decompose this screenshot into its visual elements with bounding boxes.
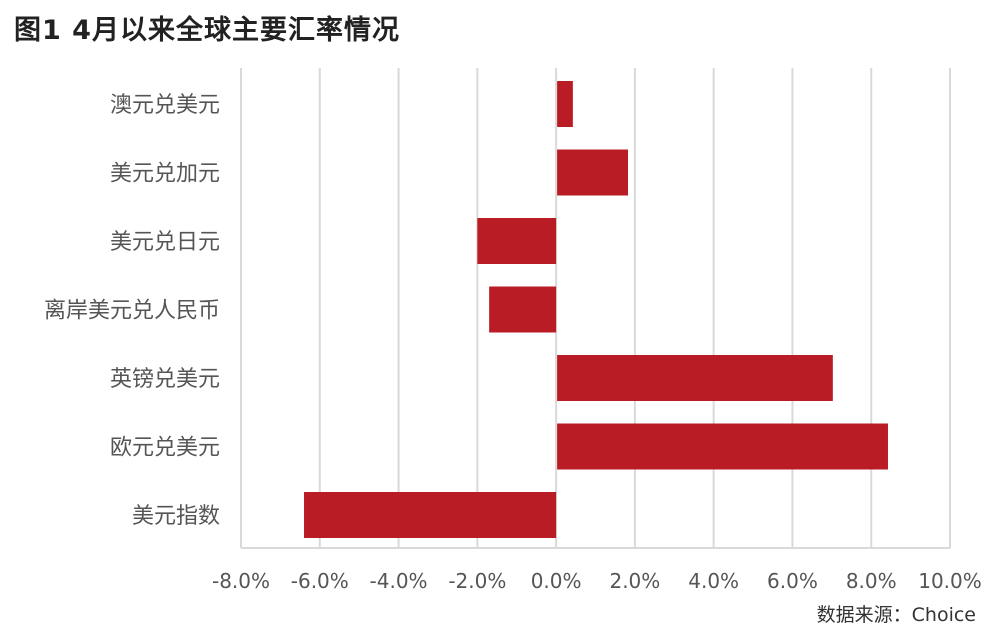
x-tick-label: 2.0% — [609, 569, 660, 593]
x-tick-label: 10.0% — [918, 569, 982, 593]
chart-title: 图1 4月以来全球主要汇率情况 — [14, 15, 400, 46]
bar-5 — [557, 423, 888, 470]
tick-labels: -8.0% -6.0% -4.0% -2.0% 0.0% 2.0% 4.0% 6.0% 8.0%… — [212, 569, 982, 593]
bar-4 — [557, 355, 833, 401]
bar-2 — [477, 218, 557, 264]
bar-1 — [557, 149, 629, 196]
category-label: 美元兑加元 — [110, 162, 220, 187]
bars — [304, 81, 888, 538]
x-tick-label: 8.0% — [846, 569, 897, 593]
category-label: 美元指数 — [132, 504, 220, 529]
bar-6 — [304, 492, 557, 538]
bar-0 — [557, 81, 573, 127]
category-label: 英镑兑美元 — [110, 367, 220, 392]
x-tick-label: -6.0% — [291, 569, 349, 593]
gridlines — [240, 68, 951, 549]
category-label: 离岸美元兑人民币 — [44, 299, 220, 324]
category-label: 美元兑日元 — [110, 230, 220, 255]
x-tick-label: -8.0% — [212, 569, 270, 593]
category-label: 澳元兑美元 — [110, 93, 220, 118]
x-tick-label: 6.0% — [767, 569, 818, 593]
x-tick-label: -4.0% — [370, 569, 428, 593]
data-source-note: 数据来源：Choice — [816, 604, 976, 626]
x-tick-label: -2.0% — [448, 569, 506, 593]
bar-3 — [489, 286, 557, 333]
x-tick-label: 4.0% — [688, 569, 739, 593]
category-label: 欧元兑美元 — [110, 436, 220, 461]
x-tick-label: 0.0% — [531, 569, 582, 593]
